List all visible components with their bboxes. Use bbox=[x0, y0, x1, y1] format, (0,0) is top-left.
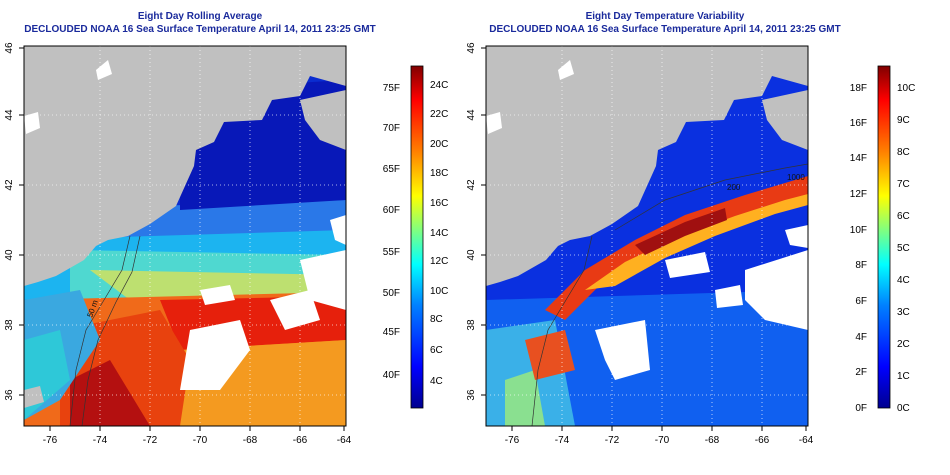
x-tick: -70 bbox=[193, 435, 208, 446]
svg-text:7C: 7C bbox=[897, 179, 910, 190]
svg-text:18C: 18C bbox=[430, 168, 448, 179]
y-tick: 36 bbox=[4, 389, 15, 401]
map-area: 50 m bbox=[24, 46, 346, 426]
x-tick: -66 bbox=[293, 435, 308, 446]
colorbar bbox=[410, 65, 424, 409]
svg-text:5C: 5C bbox=[897, 243, 910, 254]
x-tick: -76 bbox=[43, 435, 58, 446]
colorbar bbox=[877, 65, 891, 409]
svg-text:9C: 9C bbox=[897, 115, 910, 126]
svg-text:18F: 18F bbox=[850, 83, 867, 94]
x-tick: -64 bbox=[337, 435, 352, 446]
svg-text:8C: 8C bbox=[430, 314, 443, 325]
sst-variability-map: 200 1000 -76 -74 -72 -70 -68 -66 -64 36 … bbox=[466, 42, 915, 446]
svg-text:4C: 4C bbox=[897, 275, 910, 286]
y-tick: 40 bbox=[4, 249, 15, 261]
panel-subtitle: DECLOUDED NOAA 16 Sea Surface Temperatur… bbox=[489, 24, 841, 35]
y-axis: 36 38 40 42 44 46 bbox=[4, 42, 24, 401]
svg-text:60F: 60F bbox=[383, 205, 400, 216]
svg-text:24C: 24C bbox=[430, 80, 448, 91]
sst-average-map: 50 m -76 -74 -72 -70 -68 -66 -64 36 38 4… bbox=[4, 42, 448, 446]
svg-text:4C: 4C bbox=[430, 376, 443, 387]
y-tick: 46 bbox=[4, 42, 15, 54]
svg-text:20C: 20C bbox=[430, 139, 448, 150]
svg-text:3C: 3C bbox=[897, 307, 910, 318]
svg-text:22C: 22C bbox=[430, 109, 448, 120]
contour-label: 200 bbox=[727, 183, 741, 192]
panel-title: Eight Day Rolling Average bbox=[137, 11, 263, 22]
x-tick: -74 bbox=[555, 435, 570, 446]
svg-text:2F: 2F bbox=[855, 367, 867, 378]
colorbar-f-labels: 40F 45F 50F 55F 60F 65F 70F 75F bbox=[383, 83, 400, 381]
x-tick: -74 bbox=[93, 435, 108, 446]
svg-text:16F: 16F bbox=[850, 118, 867, 129]
svg-text:16C: 16C bbox=[430, 198, 448, 209]
svg-text:12F: 12F bbox=[850, 189, 867, 200]
x-tick: -66 bbox=[755, 435, 770, 446]
sst-average-panel: Eight Day Rolling Average DECLOUDED NOAA… bbox=[4, 11, 448, 446]
y-tick: 36 bbox=[466, 389, 477, 401]
colorbar-c-labels: 4C 6C 8C 10C 12C 14C 16C 18C 20C 22C 24C bbox=[430, 80, 448, 387]
contour-label: 1000 bbox=[787, 173, 805, 182]
y-tick: 40 bbox=[466, 249, 477, 261]
y-tick: 42 bbox=[4, 179, 15, 191]
svg-text:2C: 2C bbox=[897, 339, 910, 350]
x-tick: -72 bbox=[143, 435, 158, 446]
y-tick: 44 bbox=[4, 109, 15, 121]
svg-text:12C: 12C bbox=[430, 256, 448, 267]
svg-text:1C: 1C bbox=[897, 371, 910, 382]
x-tick: -64 bbox=[799, 435, 814, 446]
x-axis: -76 -74 -72 -70 -68 -66 -64 bbox=[43, 426, 352, 446]
colorbar-c-labels: 0C 1C 2C 3C 4C 5C 6C 7C 8C 9C 10C bbox=[897, 83, 915, 414]
svg-text:0F: 0F bbox=[855, 403, 867, 414]
x-tick: -68 bbox=[705, 435, 720, 446]
svg-text:45F: 45F bbox=[383, 327, 400, 338]
y-tick: 44 bbox=[466, 109, 477, 121]
svg-text:10C: 10C bbox=[897, 83, 915, 94]
x-tick: -68 bbox=[243, 435, 258, 446]
svg-text:10C: 10C bbox=[430, 286, 448, 297]
map-area: 200 1000 bbox=[486, 46, 808, 426]
panel-subtitle: DECLOUDED NOAA 16 Sea Surface Temperatur… bbox=[24, 24, 376, 35]
sst-variability-panel: Eight Day Temperature Variability DECLOU… bbox=[465, 0, 940, 475]
svg-text:40F: 40F bbox=[383, 370, 400, 381]
svg-text:8C: 8C bbox=[897, 147, 910, 158]
svg-text:75F: 75F bbox=[383, 83, 400, 94]
svg-text:10F: 10F bbox=[850, 225, 867, 236]
svg-text:6C: 6C bbox=[897, 211, 910, 222]
x-tick: -70 bbox=[655, 435, 670, 446]
x-tick: -72 bbox=[605, 435, 620, 446]
svg-text:50F: 50F bbox=[383, 288, 400, 299]
x-tick: -76 bbox=[505, 435, 520, 446]
y-tick: 46 bbox=[466, 42, 477, 54]
svg-text:14C: 14C bbox=[430, 228, 448, 239]
svg-text:65F: 65F bbox=[383, 164, 400, 175]
svg-text:4F: 4F bbox=[855, 332, 867, 343]
y-tick: 42 bbox=[466, 179, 477, 191]
svg-text:8F: 8F bbox=[855, 260, 867, 271]
x-axis: -76 -74 -72 -70 -68 -66 -64 bbox=[505, 426, 814, 446]
svg-text:14F: 14F bbox=[850, 153, 867, 164]
svg-text:6F: 6F bbox=[855, 296, 867, 307]
svg-text:0C: 0C bbox=[897, 403, 910, 414]
y-tick: 38 bbox=[4, 319, 15, 331]
y-axis: 36 38 40 42 44 46 bbox=[466, 42, 486, 401]
panel-title: Eight Day Temperature Variability bbox=[585, 11, 745, 22]
y-tick: 38 bbox=[466, 319, 477, 331]
colorbar-f-labels: 0F 2F 4F 6F 8F 10F 12F 14F 16F 18F bbox=[850, 83, 867, 414]
svg-text:70F: 70F bbox=[383, 123, 400, 134]
svg-text:55F: 55F bbox=[383, 247, 400, 258]
svg-text:6C: 6C bbox=[430, 345, 443, 356]
